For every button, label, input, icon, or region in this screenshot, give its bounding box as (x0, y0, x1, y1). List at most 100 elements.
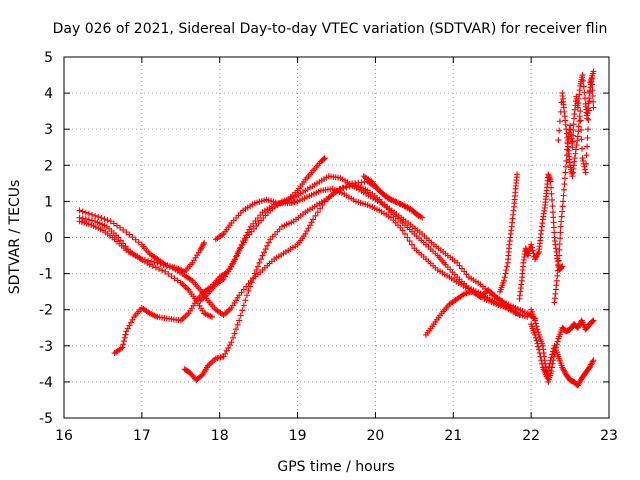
data-point-marker (580, 83, 587, 90)
data-point-marker (404, 234, 411, 241)
data-point-marker (257, 256, 264, 263)
data-point-marker (556, 118, 563, 125)
data-point-marker (250, 274, 257, 281)
data-point-marker (579, 145, 586, 152)
data-point-marker (228, 339, 235, 346)
x-tick-label: 19 (289, 428, 307, 444)
data-point-marker (580, 157, 587, 164)
data-point-marker (589, 318, 596, 325)
data-point-marker (558, 218, 565, 225)
y-tick-label: 2 (44, 158, 53, 174)
data-point-marker (502, 270, 509, 277)
data-point-marker (549, 203, 556, 210)
data-point-marker (577, 117, 584, 124)
data-point-marker (120, 226, 127, 233)
data-point-marker (157, 260, 164, 267)
data-point-marker (240, 302, 247, 309)
data-point-marker (528, 241, 535, 248)
y-axis-label: SDTVAR / TECUs (7, 180, 23, 295)
data-point-marker (585, 107, 592, 114)
data-point-marker (154, 259, 161, 266)
data-point-marker (557, 223, 564, 230)
data-point-marker (151, 259, 158, 266)
data-point-marker (504, 263, 511, 270)
data-point-marker (340, 185, 347, 192)
data-point-marker (233, 252, 240, 259)
data-point-marker (236, 245, 243, 252)
data-point-marker (556, 246, 563, 253)
data-point-marker (89, 211, 96, 218)
data-point-marker (135, 239, 142, 246)
data-point-marker (586, 88, 593, 95)
y-tick-label: -2 (39, 303, 53, 319)
data-point-marker (92, 212, 99, 219)
data-point-marker (546, 363, 553, 370)
y-tick-label: 3 (44, 122, 53, 138)
data-point-marker (553, 341, 560, 348)
data-point-marker (583, 152, 590, 159)
x-tick-label: 16 (55, 428, 73, 444)
data-point-marker (584, 143, 591, 150)
x-tick-label: 21 (444, 428, 462, 444)
data-point-marker (574, 133, 581, 140)
data-point-marker (85, 210, 92, 217)
data-point-marker (233, 326, 240, 333)
data-point-marker (561, 175, 568, 182)
data-point-marker (310, 216, 317, 223)
data-point-marker (534, 326, 541, 333)
data-point-marker (503, 266, 510, 273)
data-point-marker (160, 261, 167, 268)
data-markers (76, 68, 597, 389)
series-track-15 (555, 68, 597, 180)
data-point-marker (548, 368, 555, 375)
data-point-marker (321, 155, 328, 162)
data-point-marker (590, 68, 597, 75)
data-point-marker (554, 272, 561, 279)
data-point-marker (126, 231, 133, 238)
data-point-marker (589, 87, 596, 94)
data-point-marker (533, 337, 540, 344)
data-point-marker (264, 242, 271, 249)
data-point-marker (572, 146, 579, 153)
data-point-marker (149, 263, 156, 270)
data-point-marker (148, 258, 155, 265)
data-point-marker (107, 218, 114, 225)
data-point-marker (314, 209, 321, 216)
data-point-marker (123, 229, 130, 236)
gridlines (64, 57, 609, 418)
chart-title: Day 026 of 2021, Sidereal Day-to-day VTE… (53, 21, 608, 37)
data-point-marker (578, 126, 585, 133)
data-point-marker (573, 142, 580, 149)
data-point-marker (101, 216, 108, 223)
data-point-marker (254, 263, 261, 270)
data-point-marker (590, 104, 597, 111)
y-tick-label: 4 (44, 86, 53, 102)
data-point-marker (582, 169, 589, 176)
data-point-marker (560, 192, 567, 199)
data-point-marker (576, 118, 583, 125)
data-point-marker (132, 236, 139, 243)
data-point-marker (171, 275, 178, 282)
data-point-marker (239, 307, 246, 314)
data-point-marker (564, 146, 571, 153)
data-point-marker (558, 213, 565, 220)
data-point-marker (262, 246, 269, 253)
data-point-marker (556, 240, 563, 247)
series-track-8 (360, 173, 422, 219)
data-point-marker (535, 329, 542, 336)
data-point-marker (542, 360, 549, 367)
data-point-marker (535, 343, 542, 350)
data-point-marker (549, 360, 556, 367)
x-tick-label: 20 (367, 428, 385, 444)
data-point-marker (201, 239, 208, 246)
data-point-marker (570, 126, 577, 133)
data-point-marker (200, 241, 207, 248)
data-point-marker (550, 224, 557, 231)
data-point-marker (548, 190, 555, 197)
x-axis-label: GPS time / hours (277, 459, 394, 475)
data-point-marker (542, 364, 549, 371)
data-point-marker (104, 217, 111, 224)
y-tick-label: -1 (39, 267, 53, 283)
data-point-marker (500, 277, 507, 284)
series-track-10 (497, 171, 521, 295)
